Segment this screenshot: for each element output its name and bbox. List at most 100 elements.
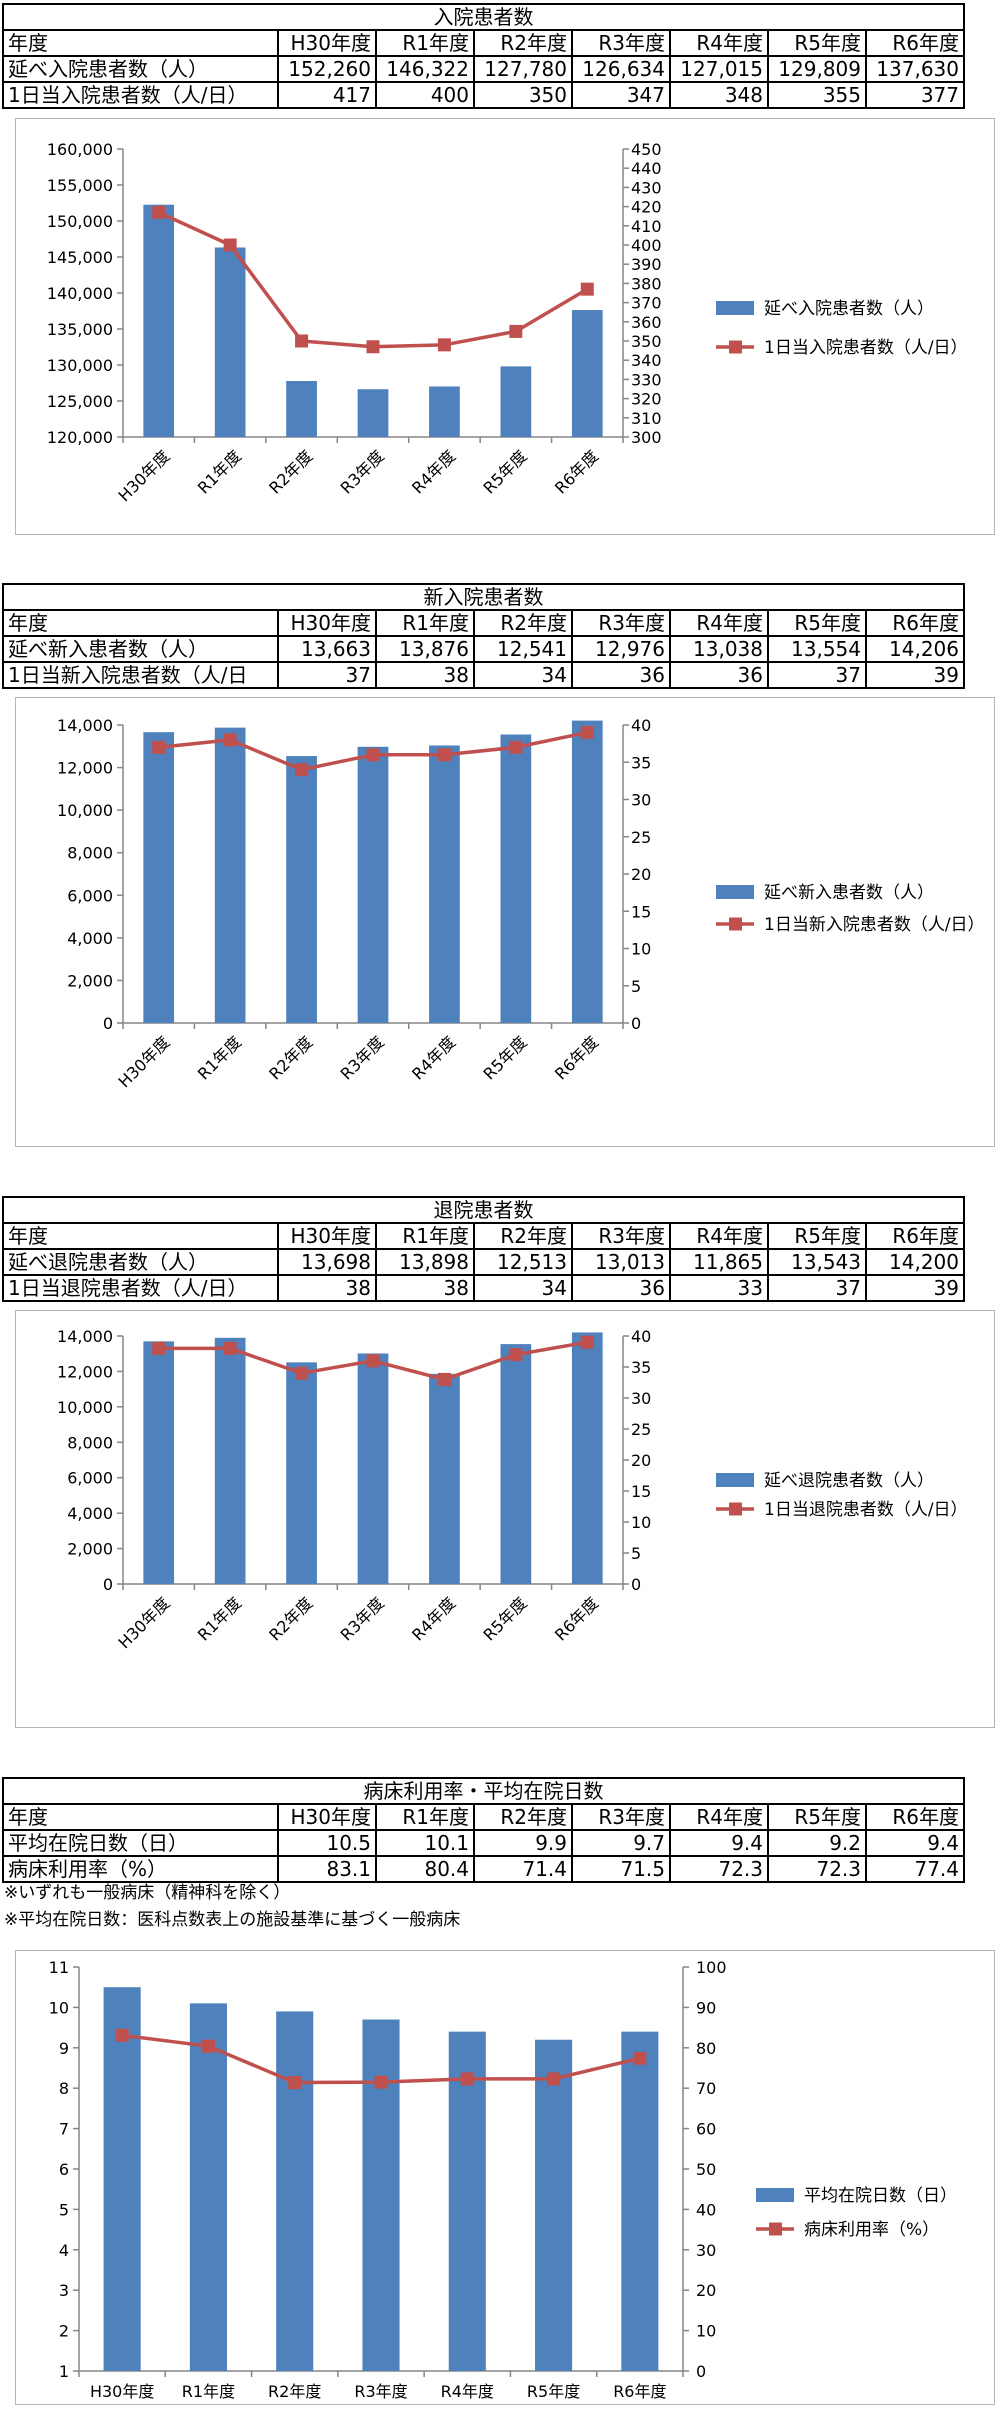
bar: [500, 734, 532, 1023]
note-average-stay: ※平均在院日数：医科点数表上の施設基準に基づく一般病床: [4, 1910, 461, 1930]
y-tick-label-right: 300: [631, 428, 662, 447]
header-year: R6年度: [865, 1222, 965, 1250]
x-tick-label: H30年度: [115, 1593, 174, 1652]
cell-value: 38: [277, 1274, 377, 1302]
y-tick-label-left: 12,000: [57, 759, 113, 778]
cell-value: 34: [473, 1274, 573, 1302]
y-tick-label-right: 20: [631, 1451, 651, 1470]
y-tick-label-right: 360: [631, 313, 662, 332]
y-tick-label-right: 100: [696, 1958, 727, 1977]
bar: [500, 1344, 532, 1584]
bed-utilization-table: 病床利用率・平均在院日数 年度 H30年度 R1年度 R2年度 R3年度 R4年度 R5年度 R…: [2, 1777, 965, 1883]
legend-line-marker: [729, 340, 742, 354]
line-marker: [288, 2076, 302, 2090]
cell-value: 137,630: [865, 55, 965, 83]
y-tick-label-left: 1: [59, 2362, 69, 2381]
y-tick-label-left: 140,000: [47, 284, 113, 303]
line-marker: [580, 725, 594, 739]
header-year: R3年度: [571, 1803, 671, 1831]
table-row: 平均在院日数（日） 10.5 10.1 9.9 9.7 9.4 9.2 9.4: [2, 1829, 965, 1857]
y-tick-label-left: 150,000: [47, 212, 113, 231]
legend-bar-swatch: [756, 2188, 794, 2202]
row-label: 1日当新入院患者数（人/日: [2, 661, 279, 689]
table-row: 1日当退院患者数（人/日） 38 38 34 36 33 37 39: [2, 1274, 965, 1302]
cell-value: 36: [669, 661, 769, 689]
y-tick-label-right: 5: [631, 1544, 641, 1563]
cell-value: 13,698: [277, 1248, 377, 1276]
y-tick-label-right: 450: [631, 140, 662, 159]
y-tick-label-left: 120,000: [47, 428, 113, 447]
cell-value: 127,015: [669, 55, 769, 83]
header-year: R1年度: [375, 29, 475, 57]
y-tick-label-left: 14,000: [57, 716, 113, 735]
x-tick-label: R4年度: [441, 2382, 494, 2401]
y-tick-label-left: 7: [59, 2120, 69, 2139]
new-admissions-table: 新入院患者数 年度 H30年度 R1年度 R2年度 R3年度 R4年度 R5年度 R6年度 延べ新…: [2, 583, 965, 689]
bar: [429, 1373, 460, 1584]
x-tick-label: R6年度: [551, 1593, 602, 1644]
x-tick-label: R2年度: [265, 1593, 316, 1644]
cell-value: 13,898: [375, 1248, 475, 1276]
bar: [571, 1332, 603, 1584]
cell-value: 37: [767, 1274, 867, 1302]
line-marker: [152, 205, 166, 219]
cell-value: 37: [277, 661, 377, 689]
cell-value: 9.4: [865, 1829, 965, 1857]
cell-value: 37: [767, 661, 867, 689]
y-tick-label-left: 12,000: [57, 1362, 113, 1381]
line-marker: [152, 1341, 166, 1355]
cell-value: 347: [571, 81, 671, 109]
line-marker: [223, 1341, 237, 1355]
bar: [214, 247, 246, 437]
bar: [286, 1362, 317, 1584]
header-year: R4年度: [669, 29, 769, 57]
cell-value: 129,809: [767, 55, 867, 83]
line-marker: [437, 1372, 451, 1386]
cell-value: 39: [865, 661, 965, 689]
x-tick-label: R5年度: [480, 446, 531, 497]
y-tick-label-right: 5: [631, 977, 641, 996]
header-year: R5年度: [767, 1803, 867, 1831]
table-row: 延べ新入患者数（人） 13,663 13,876 12,541 12,976 13,038…: [2, 635, 965, 663]
y-tick-label-left: 4,000: [67, 929, 113, 948]
cell-value: 10.1: [375, 1829, 475, 1857]
legend-bar-label: 延べ入院患者数（人）: [764, 299, 934, 319]
y-tick-label-left: 10,000: [57, 801, 113, 820]
header-year: R3年度: [571, 29, 671, 57]
line-marker: [201, 2039, 215, 2053]
y-tick-label-left: 9: [59, 2039, 69, 2058]
cell-value: 36: [571, 661, 671, 689]
line-marker: [547, 2072, 561, 2086]
bar: [535, 2039, 573, 2371]
y-tick-label-left: 5: [59, 2200, 69, 2219]
y-tick-label-right: 40: [696, 2200, 716, 2219]
header-label: 年度: [2, 1222, 279, 1250]
legend-line-label: 1日当退院患者数（人/日）: [764, 1500, 968, 1520]
row-label: 1日当退院患者数（人/日）: [2, 1274, 279, 1302]
y-tick-label-left: 11: [49, 1958, 69, 1977]
chart-svg: 0 2,000 4,000 6,000 8,000 10,000 12,000 14,000 0…: [57, 1327, 968, 1652]
x-tick-label: R5年度: [527, 2382, 580, 2401]
y-tick-label-right: 420: [631, 198, 662, 217]
y-tick-label-right: 60: [696, 2120, 716, 2139]
y-tick-label-left: 4,000: [67, 1504, 113, 1523]
x-tick-label: R3年度: [337, 1032, 388, 1083]
line-marker: [295, 1366, 309, 1380]
y-tick-label-right: 90: [696, 1998, 716, 2017]
cell-value: 77.4: [865, 1855, 965, 1883]
y-tick-label-right: 390: [631, 255, 662, 274]
bar: [571, 720, 603, 1023]
y-tick-label-right: 15: [631, 902, 651, 921]
cell-value: 355: [767, 81, 867, 109]
bar: [214, 727, 246, 1023]
y-tick-label-right: 40: [631, 1327, 651, 1346]
y-tick-label-right: 370: [631, 294, 662, 313]
bed-utilization-chart: 1 2 3 4 5 6 7 8 9 10 11 0 10 20 30 40 50 60 70 80 90 100 H30年度…: [15, 1950, 995, 2405]
y-tick-label-left: 6,000: [67, 886, 113, 905]
line-marker: [366, 340, 380, 354]
bar: [214, 1337, 246, 1584]
y-tick-label-right: 30: [631, 791, 651, 810]
header-year: R2年度: [473, 609, 573, 637]
chart-svg: 1 2 3 4 5 6 7 8 9 10 11 0 10 20 30 40 50 60 70 80 90 100 H30年度…: [49, 1958, 957, 2401]
legend-bar-label: 延べ新入患者数（人）: [764, 883, 934, 903]
